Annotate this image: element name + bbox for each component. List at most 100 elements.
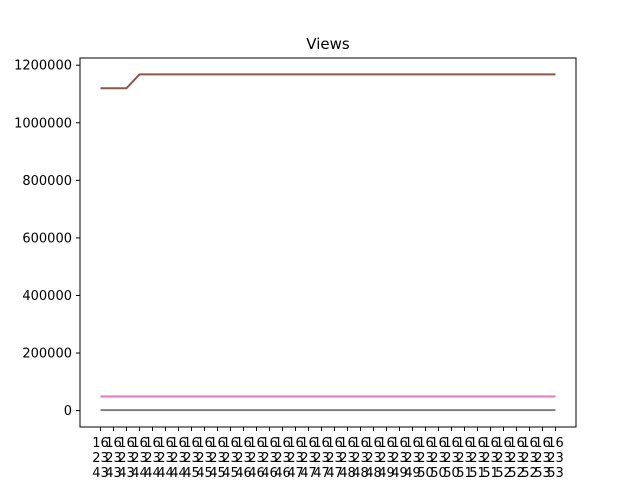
y-tick-label: 800000 (22, 174, 72, 189)
x-tick-label-line: 23 (144, 451, 161, 466)
x-tick-label-line: 16 (417, 436, 434, 451)
x-tick-label-line: 16 (209, 436, 226, 451)
x-tick-label-line: 16 (521, 436, 538, 451)
x-tick-label-line: 16 (144, 436, 161, 451)
x-tick-label-line: 46 (274, 466, 291, 480)
x-tick-label-line: 23 (170, 451, 187, 466)
y-tick-label: 600000 (22, 231, 72, 246)
x-tick-label-line: 50 (443, 466, 460, 480)
x-tick-label-line: 53 (534, 466, 551, 480)
x-tick-label-line: 49 (404, 466, 421, 480)
x-tick-label-line: 23 (222, 451, 239, 466)
x-tick-label-line: 45 (222, 466, 239, 480)
x-tick-label-line: 48 (352, 466, 369, 480)
x-tick-label-line: 23 (261, 451, 278, 466)
x-tick-label-line: 52 (495, 466, 512, 480)
x-tick-label-line: 23 (339, 451, 356, 466)
x-tick-label-line: 45 (183, 466, 200, 480)
x-tick-label-line: 16 (456, 436, 473, 451)
x-tick-label-line: 16 (274, 436, 291, 451)
x-tick-label-line: 47 (313, 466, 330, 480)
x-tick-label-line: 46 (235, 466, 252, 480)
x-tick-label-line: 23 (443, 451, 460, 466)
x-tick-label-line: 23 (391, 451, 408, 466)
x-tick-label-line: 23 (313, 451, 330, 466)
x-tick-label-line: 16 (131, 436, 148, 451)
x-tick-label-line: 23 (352, 451, 369, 466)
x-tick-label-line: 43 (118, 466, 135, 480)
y-tick-label: 0 (64, 404, 72, 419)
x-tick-label-line: 16 (482, 436, 499, 451)
x-tick-label-line: 16 (534, 436, 551, 451)
x-tick-label-line: 16 (235, 436, 252, 451)
x-tick-label-line: 46 (261, 466, 278, 480)
x-tick-label-line: 16 (170, 436, 187, 451)
x-tick-label-line: 46 (248, 466, 265, 480)
x-tick-label-line: 16 (183, 436, 200, 451)
x-tick-label-line: 23 (209, 451, 226, 466)
x-tick-label-line: 23 (495, 451, 512, 466)
x-tick-label-line: 16 (92, 436, 109, 451)
x-axis: 1623431623431623431623441623441623441623… (92, 427, 564, 481)
chart-title: Views (306, 35, 350, 53)
x-tick-label-line: 16 (430, 436, 447, 451)
x-tick-label-line: 44 (170, 466, 187, 480)
x-tick-label-line: 23 (274, 451, 291, 466)
series-line-0 (100, 73, 556, 90)
x-tick-label-line: 51 (482, 466, 499, 480)
x-tick-label-line: 47 (326, 466, 343, 480)
x-tick-label-line: 44 (131, 466, 148, 480)
x-tick-label-line: 23 (456, 451, 473, 466)
x-tick-label-line: 23 (196, 451, 213, 466)
x-tick-label-line: 16 (261, 436, 278, 451)
x-tick-label-line: 16 (508, 436, 525, 451)
x-tick-label-line: 23 (248, 451, 265, 466)
x-tick-label-line: 23 (404, 451, 421, 466)
x-tick-label-line: 51 (456, 466, 473, 480)
x-tick-label-line: 16 (222, 436, 239, 451)
x-tick-label-line: 23 (183, 451, 200, 466)
x-tick-label-line: 52 (521, 466, 538, 480)
x-tick-label-line: 23 (105, 451, 122, 466)
x-tick-label-line: 47 (287, 466, 304, 480)
x-tick-label-line: 16 (157, 436, 174, 451)
x-tick-label-line: 23 (521, 451, 538, 466)
y-tick-label: 400000 (22, 289, 72, 304)
x-tick-label-line: 16 (443, 436, 460, 451)
x-tick-label-line: 16 (352, 436, 369, 451)
x-tick-label-line: 23 (469, 451, 486, 466)
x-tick-label-line: 44 (144, 466, 161, 480)
y-tick-label: 1200000 (14, 59, 72, 74)
x-tick-label-line: 16 (365, 436, 382, 451)
x-tick-label-line: 23 (534, 451, 551, 466)
x-tick-label-line: 23 (508, 451, 525, 466)
x-tick-label-line: 16 (391, 436, 408, 451)
x-tick-label-line: 23 (235, 451, 252, 466)
x-tick-label-line: 53 (547, 466, 564, 480)
x-tick-label-line: 23 (365, 451, 382, 466)
